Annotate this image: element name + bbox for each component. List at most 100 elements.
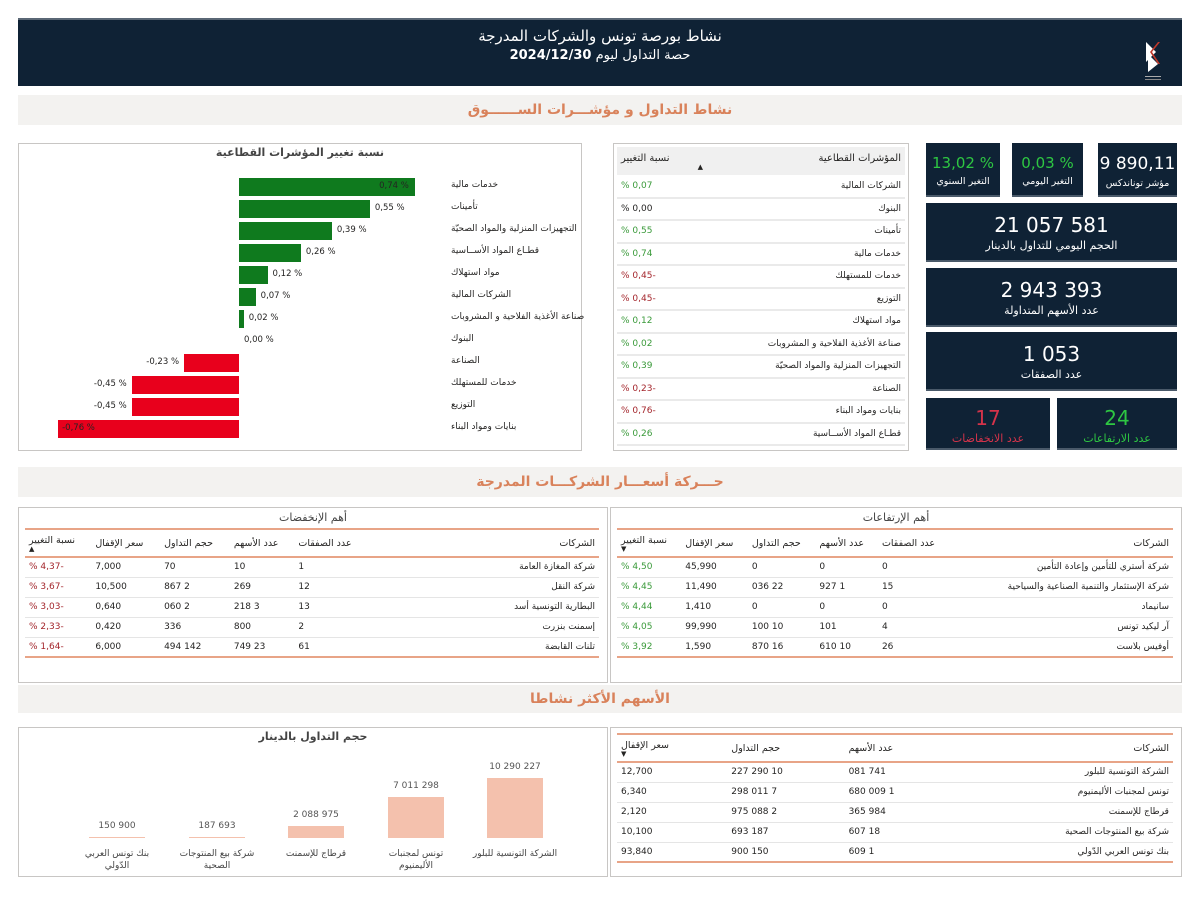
col-header[interactable]: حجم التداول — [160, 528, 230, 558]
session-date: 2024/12/30 — [509, 48, 592, 63]
top-fallers-panel: أهم الإنخفضات الشركات عدد الصفقات عدد الأس… — [18, 507, 608, 683]
cell-value: 6,000 — [91, 637, 161, 658]
cell-value: 93,840 — [617, 842, 728, 863]
company-name: شركة النقل — [369, 577, 599, 598]
kpi-label: عدد الانخفاضات — [951, 432, 1025, 445]
sector-bar[interactable] — [239, 178, 416, 196]
cell-value: 1,410 — [681, 597, 748, 618]
col-header-label: حجم التداول — [731, 742, 781, 754]
cell-value: 4,05 % — [617, 617, 682, 638]
col-header[interactable]: حجم التداول — [747, 528, 816, 558]
table-row: إسمنت بنزرت 2 800 336 0,420 -2,33 % — [25, 617, 599, 638]
top-fallers-table: الشركات عدد الصفقات عدد الأسهم حجم التداول س… — [25, 528, 599, 658]
col-header[interactable]: الشركات — [950, 733, 1173, 763]
col-header[interactable]: سعر الإقفال ▼ — [617, 733, 728, 763]
col-header-label: نسبة التغيير — [621, 534, 668, 546]
bourse-logo-icon — [1145, 42, 1161, 80]
sector-row: صناعة الأغذية الفلاحية و المشروبات 0,02 % — [617, 332, 905, 356]
sector-change: 0,07 % — [617, 175, 707, 199]
sector-bar[interactable] — [239, 244, 301, 262]
col-header[interactable]: عدد الأسهم — [844, 733, 951, 763]
cell-value: 12,700 — [617, 762, 728, 783]
cell-value: 0,420 — [91, 617, 161, 638]
volume-column[interactable] — [487, 778, 543, 838]
cell-value: 741 081 — [844, 762, 951, 783]
col-header-label: سعر الإقفال — [621, 739, 670, 751]
bar-category-label: خدمات مالية — [451, 180, 499, 190]
col-header[interactable]: عدد الصفقات — [877, 528, 951, 558]
cell-value: 10,100 — [617, 822, 728, 843]
sector-name: الصناعة — [707, 377, 905, 401]
table-row: شركة الإستثمار والتنمية الصناعية والسياح… — [617, 577, 1173, 598]
cell-value: 1 009 680 — [844, 782, 951, 803]
col-change[interactable]: نسبة التغيير ▲ — [617, 147, 707, 175]
sector-bar[interactable] — [58, 420, 239, 438]
cell-value: 0 — [815, 557, 878, 578]
col-header[interactable]: الشركات — [950, 528, 1173, 558]
company-name: قرطاج للإسمنت — [950, 802, 1173, 823]
sort-descending-icon[interactable]: ▼ — [621, 544, 627, 553]
sector-name: بنايات ومواد البناء — [707, 400, 905, 424]
cell-value: 2 — [294, 617, 370, 638]
col-header[interactable]: حجم التداول — [727, 733, 845, 763]
kpi-value: 1 053 — [1022, 342, 1081, 366]
most-active-panel: الشركات عدد الأسهم حجم التداول سعر الإقفال ▼… — [610, 727, 1182, 877]
table-row: تونس لمجنبات الأليمنيوم 1 009 680 7 011 29… — [617, 782, 1173, 803]
volume-column[interactable] — [89, 837, 145, 838]
table-row: أوفيس بلاست 26 10 610 16 870 1,590 3,92 % — [617, 637, 1173, 658]
column-category-label: قرطاج للإسمنت — [285, 849, 347, 859]
bar-category-label: بنايات ومواد البناء — [451, 422, 517, 432]
bar-category-label: التجهيزات المنزلية والمواد الصحيّة — [451, 224, 577, 234]
cell-value: 336 — [160, 617, 230, 638]
bar-category-label: قطـاع المواد الأســاسية — [451, 246, 540, 256]
sector-bar[interactable] — [239, 200, 370, 218]
cell-value: 16 870 — [747, 637, 816, 658]
sector-change: 0,55 % — [617, 220, 707, 244]
col-header[interactable]: عدد الصفقات — [294, 528, 370, 558]
bar-data-label: -0,45 % — [93, 401, 127, 411]
sector-table: المؤشرات القطاعية نسبة التغيير ▲ الشركات … — [617, 147, 905, 446]
sector-row: الصناعة -0,23 % — [617, 377, 905, 401]
sector-bar[interactable] — [239, 222, 332, 240]
sector-row: الشركات المالية 0,07 % — [617, 175, 905, 199]
sort-ascending-icon[interactable]: ▲ — [697, 163, 703, 171]
table-row: آر ليكيد تونس 4 101 10 100 99,990 4,05 % — [617, 617, 1173, 638]
sort-ascending-icon[interactable]: ▲ — [29, 544, 35, 553]
sector-change: -0,23 % — [617, 377, 707, 401]
col-header[interactable]: سعر الإقفال — [91, 528, 161, 558]
bar-data-label: 0,12 % — [272, 269, 303, 279]
volume-column[interactable] — [388, 797, 444, 838]
volume-column[interactable] — [288, 825, 344, 838]
sector-row: البنوك 0,00 % — [617, 197, 905, 221]
volume-column[interactable] — [189, 836, 245, 838]
sector-row: التجهيزات المنزلية والمواد الصحيّة 0,39 % — [617, 355, 905, 379]
sector-bar[interactable] — [239, 266, 268, 284]
sector-bar[interactable] — [131, 376, 239, 394]
col-header-label: عدد الصفقات — [881, 537, 936, 549]
most-active-table: الشركات عدد الأسهم حجم التداول سعر الإقفال ▼… — [617, 733, 1173, 863]
col-header[interactable]: نسبة التغيير ▲ — [25, 528, 92, 558]
col-header[interactable]: عدد الأسهم — [229, 528, 295, 558]
sector-bar[interactable] — [131, 398, 239, 416]
col-header-label: حجم التداول — [751, 537, 801, 549]
col-header[interactable]: نسبة التغيير ▼ — [617, 528, 682, 558]
sort-descending-icon[interactable]: ▼ — [621, 749, 627, 758]
sector-bar[interactable] — [184, 354, 239, 372]
sector-bar[interactable] — [239, 310, 244, 328]
sector-bar[interactable] — [239, 288, 256, 306]
bar-category-label: الصناعة — [451, 356, 480, 366]
sector-row: تأمينات 0,55 % — [617, 220, 905, 244]
sector-row: خدمات للمستهلك -0,45 % — [617, 265, 905, 289]
cell-value: 187 693 — [727, 822, 845, 843]
sector-change: -0,76 % — [617, 400, 707, 424]
cell-value: 1 — [294, 557, 370, 578]
kpi-label: التغير اليومي — [1022, 176, 1073, 187]
sector-table-panel: المؤشرات القطاعية نسبة التغيير ▲ الشركات … — [613, 143, 909, 451]
kpi-value: 24 — [1104, 406, 1130, 430]
col-header[interactable]: الشركات — [369, 528, 599, 558]
company-name: شركة المغازة العامة — [369, 557, 599, 578]
col-sector[interactable]: المؤشرات القطاعية — [707, 147, 905, 175]
col-header[interactable]: عدد الأسهم — [815, 528, 878, 558]
col-header[interactable]: سعر الإقفال — [681, 528, 748, 558]
table-row: شركة بيع المنتوجات الصحية 18 607 187 693 10… — [617, 822, 1173, 843]
